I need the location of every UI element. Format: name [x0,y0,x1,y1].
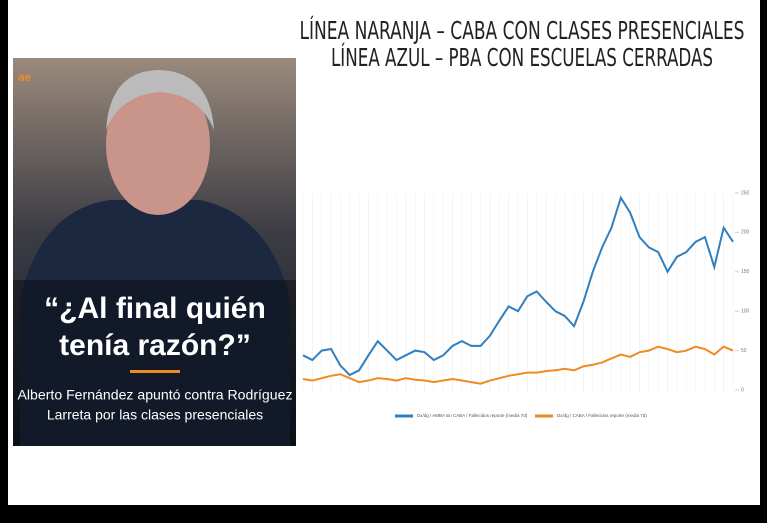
logo: ae [18,70,32,84]
face [106,75,210,215]
photo: ae “¿Al final quién tenía razón?” Albert… [13,58,296,446]
y-tick-label: 100 [741,309,750,315]
legend-label: Dx/dg / AMBA sin CABA / Fallecidos repor… [417,413,528,418]
suit [20,200,290,446]
quote: “¿Al final quién [44,292,266,325]
y-tick-label: 50 [741,348,747,354]
series-line [302,195,734,377]
caption: Alberto Fernández apuntó contra Rodrígue… [18,387,293,403]
headline: LÍNEA NARANJA – CABA CON CLASES PRESENCI… [300,16,745,45]
quote: tenía razón?” [59,329,251,362]
y-tick-label: 150 [741,269,750,275]
y-tick-label: 0 [741,387,744,393]
caption: Larreta por las clases presenciales [47,407,263,423]
divider [130,370,180,373]
shade [13,280,296,446]
hair [106,70,214,130]
y-tick-label: 250 [741,190,750,196]
chart: 0 50 100 150 200 250 Dx/dg / AMBA sin CABA / F… [302,190,750,418]
y-tick-label: 200 [741,230,750,236]
legend-label: Dx/dg / CABA / Fallecidos reporte (media… [557,413,647,418]
series-line [302,345,734,385]
headline: LÍNEA AZUL – PBA CON ESCUELAS CERRADAS [331,43,713,72]
